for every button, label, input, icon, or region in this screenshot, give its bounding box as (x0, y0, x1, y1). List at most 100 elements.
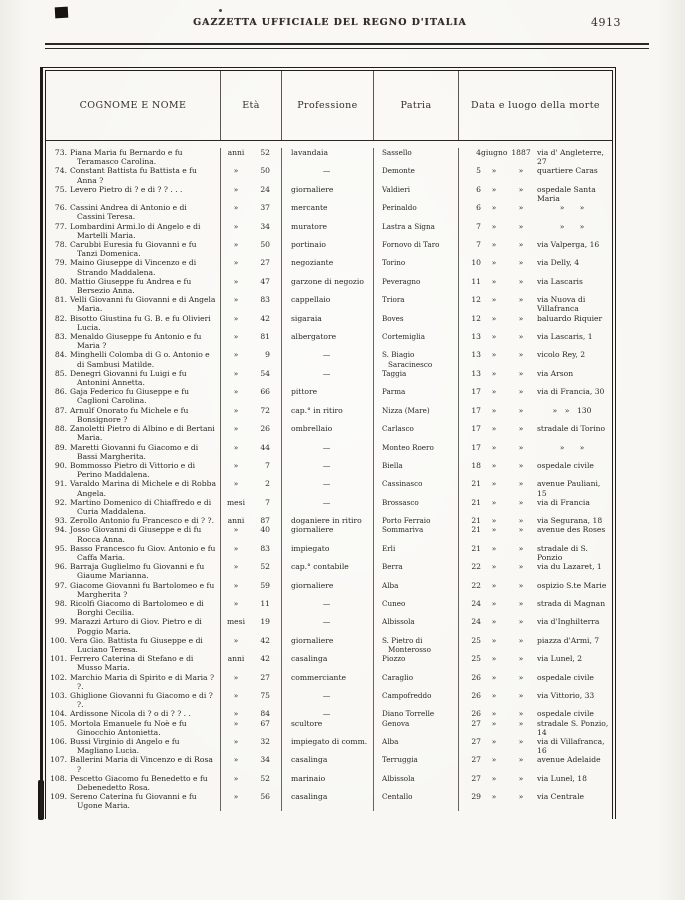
birthplace: Sassello (374, 148, 459, 167)
table-row: 104. Ardissone Nicola di ? o di ? ? . . … (46, 709, 612, 719)
profession: — (282, 617, 374, 636)
death-place: via d'Inghilterra (537, 617, 600, 627)
header-cognome-e-nome: COGNOME E NOME (46, 71, 221, 140)
scan-speck (219, 9, 222, 12)
table-row: 106. Bussi Virginio di Angelo e fu Magli… (46, 737, 612, 756)
age-value: 2 (265, 479, 270, 489)
profession: casalinga (282, 755, 374, 774)
death-year: » (518, 203, 524, 213)
profession: negoziante (282, 258, 374, 277)
row-number: 76. (54, 203, 67, 213)
table-row: 92. Martino Domenico di Chiaffredo e di … (46, 497, 612, 517)
age-cell: » 11 (221, 598, 282, 618)
death-day: 4 (476, 148, 481, 157)
age-cell: » 44 (221, 442, 282, 461)
death-place: via Arson (537, 368, 574, 378)
age-value: 27 (260, 672, 270, 682)
age-unit: anni (227, 654, 245, 664)
table-row: 88. Zanoletti Pietro di Albino e di Bert… (46, 424, 612, 443)
death-year: » (518, 166, 524, 176)
death-year: » (518, 737, 524, 746)
surname-and-name: Denegri Giovanni fu Luigi e fu Antonini … (70, 368, 187, 388)
surname-and-name: Barraja Guglielmo fu Giovanni e fu Giaum… (70, 562, 205, 581)
death-date-place-cell: 17 » » » » (459, 443, 612, 461)
profession: ombrellaio (282, 424, 374, 443)
death-place: piazza d'Armi, 7 (537, 635, 600, 645)
table-row: 109. Sereno Caterina fu Giovanni e fu Ug… (46, 792, 612, 811)
death-place: » » (559, 221, 585, 231)
age-value: 50 (260, 166, 270, 176)
age-cell: » 24 (221, 184, 282, 204)
birthplace: Piozzo (374, 654, 459, 673)
death-date-place-cell: 27 » » avenue Adelaide (459, 755, 612, 773)
death-date-place-cell: 21 » » via di Francia (459, 498, 612, 516)
death-month: » (491, 387, 497, 397)
birthplace: Erli (374, 543, 459, 563)
death-place: » » (559, 442, 585, 452)
death-month: » (491, 635, 497, 645)
name-cell: 86. Gaja Federico fu Giuseppe e fu Cagli… (46, 387, 221, 406)
age-unit: » (233, 635, 239, 645)
age-cell: » 59 (221, 580, 282, 599)
death-day: 5 (476, 166, 481, 176)
profession: — (282, 442, 374, 461)
death-month: » (491, 368, 497, 378)
row-number: 87. (54, 405, 67, 415)
death-date-place-cell: 17 » » stradale di Torino (459, 424, 612, 442)
table-row: 73. Piana Maria fu Bernardo e fu Teramas… (46, 148, 612, 167)
death-place: via Delly, 4 (537, 258, 580, 268)
profession: pittore (282, 387, 374, 406)
surname-and-name: Maretti Giovanni fu Giacomo e di Bassi M… (70, 442, 199, 461)
row-number: 96. (54, 562, 67, 572)
death-date-place-cell: 25 » » via Lunel, 2 (459, 654, 612, 672)
death-place: via Lascaris (537, 276, 583, 286)
birthplace: Campofreddo (374, 690, 459, 710)
age-cell: » 42 (221, 313, 282, 333)
birthplace: Monteo Roero (374, 442, 459, 461)
birthplace: Genova (374, 718, 459, 737)
name-cell: 94. Josso Giovanni di Giuseppe e di fu R… (46, 525, 221, 544)
name-cell: 104. Ardissone Nicola di ? o di ? ? . . (46, 709, 221, 719)
age-unit: » (233, 709, 239, 719)
name-cell: 76. Cassini Andrea di Antonio e di Cassi… (46, 203, 221, 222)
death-day: 29 (471, 792, 481, 802)
death-place: stradale S. Ponzio, 14 (537, 718, 609, 737)
surname-and-name: Bisotto Giustina fu G. B. e fu Olivieri … (70, 313, 211, 332)
age-unit: » (233, 221, 239, 231)
death-date-place-cell: 13 » » via Arson (459, 369, 612, 387)
death-place: via Segurana, 18 (537, 516, 603, 526)
birthplace: Alba (374, 580, 459, 599)
death-month: » (491, 350, 497, 360)
death-month: » (491, 276, 497, 286)
birthplace: Albissola (374, 617, 459, 636)
age-cell: » 26 (221, 424, 282, 443)
age-unit: » (233, 184, 239, 194)
death-year: » (518, 516, 524, 526)
age-value: 37 (260, 203, 270, 213)
profession: portinaio (282, 240, 374, 259)
table-row: 87. Arnulf Onorato fu Michele e fu Bonsi… (46, 405, 612, 425)
birthplace: S. Biagio Saracinesco (374, 350, 459, 369)
death-day: 7 (476, 221, 481, 231)
age-value: 54 (260, 368, 270, 378)
death-day: 26 (471, 690, 481, 700)
name-cell: 101. Ferrero Caterina di Stefano e di Mu… (46, 654, 221, 673)
age-unit: » (233, 405, 239, 415)
table-row: 83. Menaldo Giuseppe fu Antonio e fu Mar… (46, 332, 612, 351)
age-cell: » 42 (221, 635, 282, 655)
death-date-place-cell: 27 » » via di Villafranca, 16 (459, 737, 612, 755)
age-unit: » (233, 313, 239, 323)
death-register-table: COGNOME E NOME Età Professione Patria Da… (42, 67, 616, 819)
death-month: giugno (481, 148, 508, 157)
death-month: » (491, 295, 497, 305)
death-day: 12 (471, 295, 481, 305)
surname-and-name: Varaldo Marina di Michele e di Robba Ang… (70, 479, 216, 498)
surname-and-name: Minghelli Colomba di G o. Antonio e di S… (70, 350, 210, 369)
name-cell: 88. Zanoletti Pietro di Albino e di Bert… (46, 424, 221, 443)
row-number: 109. (50, 792, 67, 802)
age-value: 66 (260, 387, 270, 397)
death-year: » (518, 773, 524, 783)
row-number: 77. (54, 221, 67, 231)
row-number: 73. (54, 148, 67, 157)
death-place: ospedale civile (537, 672, 594, 682)
